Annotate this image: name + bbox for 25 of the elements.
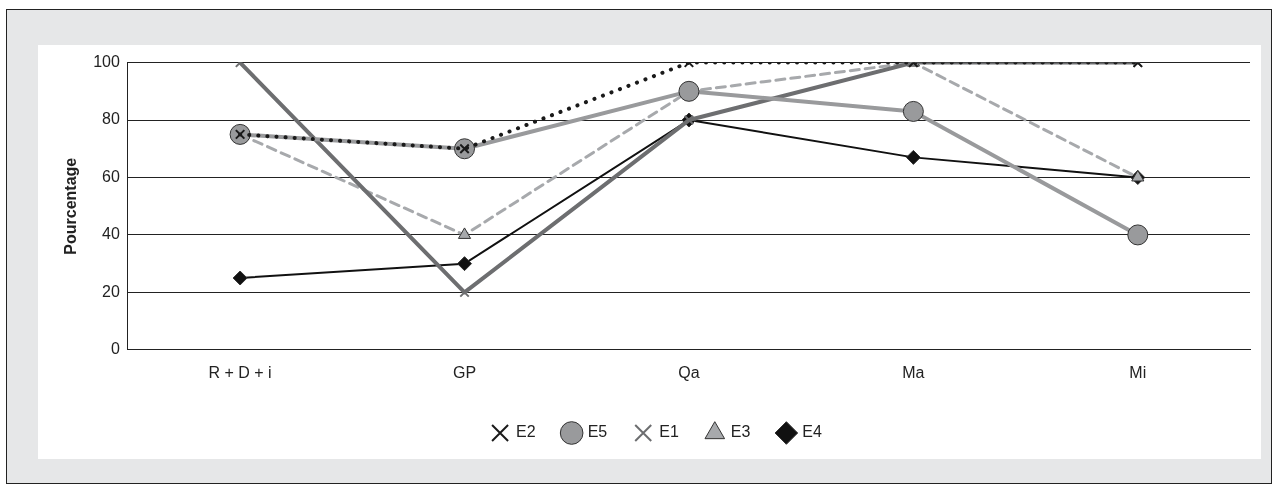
x-tick-label: GP [452, 363, 477, 381]
point [232, 270, 248, 286]
x-tick-label: Mi [1129, 363, 1147, 381]
y-tick-label: 100 [93, 53, 120, 71]
legend-label: E3 [730, 423, 751, 441]
y-tick-label: 80 [102, 110, 120, 128]
legend-label: E5 [587, 423, 608, 441]
y-tick-label: 20 [102, 282, 120, 300]
point [678, 80, 700, 102]
x-tick-label: Ma [902, 363, 925, 381]
y-tick-label: 40 [102, 225, 120, 243]
legend-label: E4 [802, 423, 823, 441]
point [457, 227, 472, 239]
point [459, 287, 470, 298]
y-axis-title: Pourcentage [62, 157, 80, 255]
y-tick-label: 0 [110, 340, 120, 358]
legend-label: E2 [516, 423, 536, 441]
x-tick-label: Qa [678, 363, 700, 381]
point [457, 256, 473, 272]
point [902, 100, 924, 122]
legend-label: E1 [659, 423, 679, 441]
y-tick-label: 60 [102, 167, 120, 185]
x-tick-label: R + D + i [208, 363, 272, 381]
point [1127, 224, 1149, 246]
point [905, 149, 921, 165]
